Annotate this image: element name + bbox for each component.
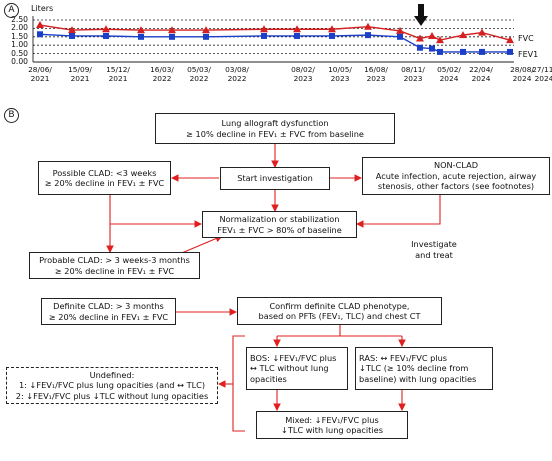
x-tick-label: 08/02/2023 [291,65,315,83]
possible-clad-box: Possible CLAD: <3 weeks ≥ 20% decline in … [38,161,171,195]
fev1-point [138,33,144,40]
start-investigation-box: Start investigation [220,167,330,190]
fev1-point [437,48,443,55]
lung-function-chart [32,4,514,63]
fev1-point [329,32,335,39]
x-tick-label: 15/12/2021 [106,65,130,83]
fev1-point [397,33,403,40]
fvc-point [428,31,436,39]
y-tick-label: 2.50 [11,15,28,24]
undefined-box: Undefined: 1: ↓FEV₁/FVC plus lung opaciti… [6,367,218,404]
definite-clad-box: Definite CLAD: > 3 months ≥ 20% decline i… [41,298,176,325]
fvc-point [459,31,467,39]
x-tick-label: 16/03/2022 [150,65,174,83]
bos-box: BOS: ↓FEV₁/FVC plus ↔ TLC without lung opa… [246,347,348,390]
fev1-point [417,44,423,51]
fev1-point [429,45,435,52]
y-tick-label: 0.00 [11,57,28,66]
normalization-box: Normalization or stabilization FEV₁ ± FVC… [202,211,357,238]
probable-clad-box: Probable CLAD: > 3 weeks-3 months ≥ 20% d… [29,252,200,279]
x-tick-label: 05/02/2024 [437,65,461,83]
fvc-point [328,25,336,33]
x-tick-label: 10/05/2023 [328,65,352,83]
fvc-point [416,34,424,42]
fvc-point [36,21,44,29]
investigate-and-treat-label: Investigate and treat [411,239,457,260]
fvc-point [506,36,514,44]
non-clad-box: NON-CLAD Acute infection, acute rejection… [362,157,550,195]
x-tick-label: 08/11/2023 [401,65,425,83]
fvc-point [293,25,301,33]
fev1-point [365,32,371,39]
fev1-point [69,32,75,39]
ras-box: RAS: ↔ FEV₁/FVC plus ↓TLC (≥ 10% decline … [355,347,493,390]
x-tick-label: 22/04/2024 [469,65,493,83]
y-tick-label: 0.50 [11,48,28,58]
x-tick-label: 16/08/2023 [364,65,388,83]
fvc-point [478,28,486,36]
y-axis-title: Liters [31,4,54,13]
y-tick-label: 2.00 [11,23,28,33]
y-tick-label: 1.00 [11,40,28,50]
fev1-point [294,32,300,39]
lung-allograft-dysfunction-box: Lung allograft dysfunction ≥ 10% decline … [155,113,395,144]
confirm-phenotype-box: Confirm definite CLAD phenotype, based on… [237,297,442,325]
fev1-point [169,33,175,40]
y-tick-label: 1.50 [11,31,28,41]
x-tick-label: 27/11/2024 [532,65,552,83]
fev1-point [37,31,43,38]
fev1-point [203,33,209,40]
fvc-point [102,25,110,33]
fvc-point [68,26,76,34]
x-tick-label: 05/03/2022 [187,65,211,83]
legend-label-fvc: FVC [518,34,534,44]
fev1-point [103,32,109,39]
fev1-point [479,48,485,55]
fvc-point [396,26,404,34]
fvc-point [202,26,210,34]
legend-label-fev1: FEV1 [518,49,539,59]
fev1-point [261,32,267,39]
fvc-point [260,25,268,33]
fvc-point [168,26,176,34]
down-arrow-icon [414,4,428,26]
fvc-point [137,26,145,34]
panel-a-label: A [4,3,19,18]
fev1-point [460,48,466,55]
panel-b-label: B [4,108,19,123]
x-tick-label: 03/08/2022 [225,65,249,83]
x-tick-label: 28/06/2021 [28,65,52,83]
x-tick-label: 15/09/2021 [68,65,92,83]
fvc-point [364,22,372,30]
fvc-point [436,36,444,44]
x-tick-label: 28/08/2024 [510,65,534,83]
mixed-box: Mixed: ↓FEV₁/FVC plus ↓TLC with lung opac… [256,411,408,439]
fev1-point [507,48,513,55]
